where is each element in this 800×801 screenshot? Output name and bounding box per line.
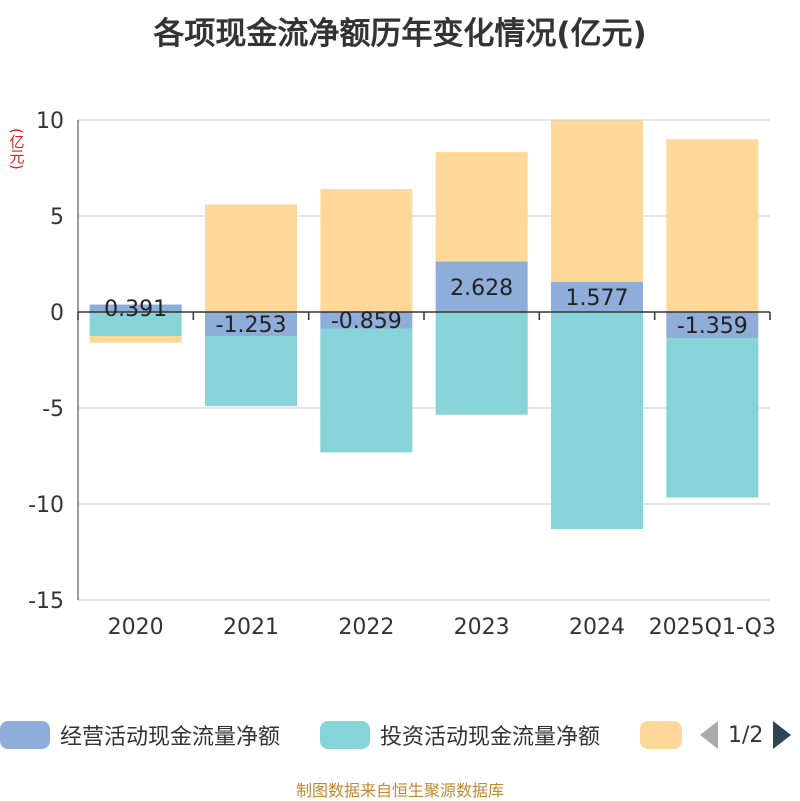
data-label: -1.253 bbox=[216, 313, 287, 338]
legend-label-investing: 投资活动现金流量净额 bbox=[380, 725, 601, 750]
bar-financing-2023 bbox=[435, 152, 528, 262]
legend-page-indicator: 1/2 bbox=[728, 722, 764, 748]
legend-item-operating[interactable]: 经营活动现金流量净额 bbox=[0, 718, 280, 752]
legend-next-page-icon[interactable] bbox=[773, 721, 792, 749]
x-tick-label: 2020 bbox=[108, 615, 164, 640]
legend: 经营活动现金流量净额 投资活动现金流量净额 bbox=[0, 718, 800, 752]
bar-investing-2022 bbox=[320, 328, 413, 453]
bar-operating-2025Q1-Q3 bbox=[666, 312, 759, 339]
bar-investing-2021 bbox=[205, 336, 297, 407]
legend-pager: 1/2 bbox=[700, 718, 792, 752]
bar-financing-2021 bbox=[205, 204, 297, 312]
y-axis-unit-label: (亿元) bbox=[7, 128, 26, 170]
bar-investing-2023 bbox=[435, 312, 528, 415]
bar-investing-2020 bbox=[89, 312, 182, 336]
x-tick-label: 2024 bbox=[569, 615, 625, 640]
y-tick-label: -5 bbox=[42, 397, 64, 422]
data-label: -0.859 bbox=[331, 309, 402, 334]
chart-canvas: 10 5 0 -5 -10 -15 0.391 -1.253 -0.859 2.628 1.577 -… bbox=[28, 109, 776, 640]
y-tick-label: -15 bbox=[28, 589, 64, 614]
bar-financing-2022 bbox=[320, 189, 413, 312]
bar-investing-2025Q1-Q3 bbox=[666, 338, 759, 498]
y-tick-label: -10 bbox=[28, 493, 64, 518]
bar-investing-2024 bbox=[551, 312, 643, 529]
data-label: 0.391 bbox=[104, 297, 167, 322]
legend-prev-page-icon[interactable] bbox=[700, 721, 718, 749]
bar-operating-2022 bbox=[320, 312, 413, 329]
bar-operating-2023 bbox=[435, 261, 528, 312]
bar-operating-2020 bbox=[89, 304, 182, 312]
chart-title: 各项现金流净额历年变化情况(亿元) bbox=[153, 16, 647, 52]
data-source-note: 制图数据来自恒生聚源数据库 bbox=[295, 781, 504, 800]
y-tick-label: 0 bbox=[50, 301, 64, 326]
legend-item-investing[interactable]: 投资活动现金流量净额 bbox=[320, 718, 600, 752]
y-tick-label: 10 bbox=[36, 109, 64, 134]
bar-financing-2025Q1-Q3 bbox=[666, 139, 759, 312]
x-tick-label: 2022 bbox=[338, 615, 394, 640]
y-tick-label: 5 bbox=[50, 205, 64, 230]
data-label: 2.628 bbox=[450, 276, 513, 301]
bar-financing-2020 bbox=[89, 336, 182, 343]
bar-operating-2021 bbox=[205, 312, 297, 337]
x-tick-label: 2023 bbox=[454, 615, 510, 640]
legend-swatch-investing bbox=[320, 721, 370, 749]
legend-swatch-third bbox=[640, 721, 682, 749]
legend-item-third[interactable] bbox=[640, 718, 682, 752]
x-tick-label: 2021 bbox=[223, 615, 279, 640]
legend-label-operating: 经营活动现金流量净额 bbox=[60, 725, 281, 750]
bar-operating-2024 bbox=[551, 281, 643, 312]
x-tick-label: 2025Q1-Q3 bbox=[649, 615, 776, 640]
legend-swatch-operating bbox=[0, 721, 50, 749]
bar-financing-2024 bbox=[551, 120, 643, 282]
data-label: 1.577 bbox=[566, 286, 629, 311]
data-label: -1.359 bbox=[677, 314, 748, 339]
